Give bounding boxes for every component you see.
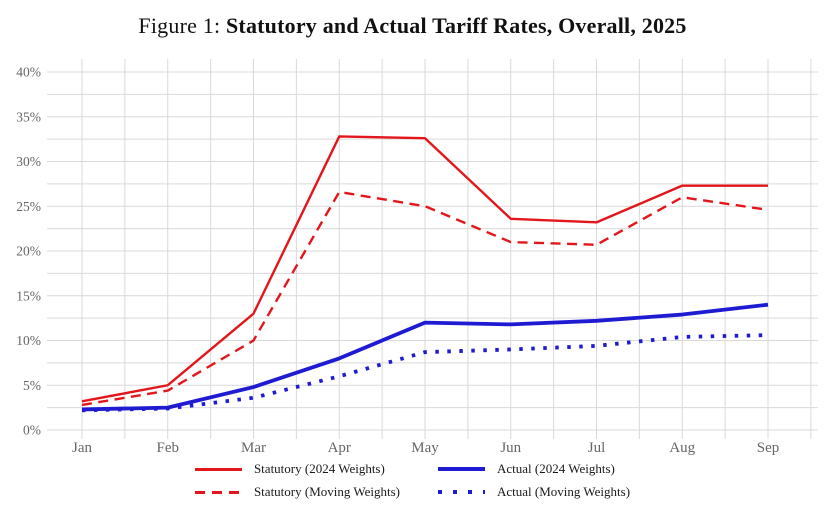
series-line-statutory-2024-weights bbox=[81, 135, 768, 403]
series-line-actual-2024-weights bbox=[81, 302, 769, 412]
chart-area: 0% 5% 10% 15% 20% 25% 30% 35% 40% Jan Feb Mar Apr May… bbox=[0, 52, 825, 457]
x-axis-tick-label: Feb bbox=[157, 440, 180, 456]
x-axis-tick-label: Jan bbox=[72, 440, 92, 456]
x-axis-tick-label: Jul bbox=[588, 440, 606, 456]
x-axis-tick-label: Jun bbox=[500, 440, 521, 456]
tariff-rates-line-chart: 0% 5% 10% 15% 20% 25% 30% 35% 40% Jan Feb Mar Apr May… bbox=[16, 59, 818, 456]
x-axis-tick-label: Sep bbox=[757, 440, 780, 456]
series-line-actual-moving-weights bbox=[81, 333, 769, 413]
legend-item-statutory-2024: Statutory (2024 Weights) bbox=[194, 461, 400, 477]
y-axis-tick-label: 35% bbox=[16, 109, 41, 124]
solid-red-line-icon bbox=[194, 467, 242, 471]
dotted-blue-line-icon bbox=[438, 490, 485, 494]
y-axis-tick-label: 20% bbox=[16, 244, 41, 259]
legend-label: Actual (Moving Weights) bbox=[497, 484, 631, 499]
y-axis-tick-label: 25% bbox=[16, 199, 41, 214]
x-axis-tick-label: Mar bbox=[241, 440, 266, 456]
solid-blue-line-icon bbox=[438, 467, 485, 471]
y-axis-tick-label: 0% bbox=[23, 423, 41, 438]
x-axis-tick-label: Apr bbox=[328, 440, 351, 456]
y-axis-tick-label: 30% bbox=[16, 154, 41, 169]
legend-label: Statutory (Moving Weights) bbox=[253, 484, 400, 499]
legend-item-actual-2024: Actual (2024 Weights) bbox=[438, 461, 630, 477]
figure-title-text: Statutory and Actual Tariff Rates, Overa… bbox=[225, 13, 687, 38]
x-axis-tick-label: May bbox=[411, 440, 439, 456]
y-axis-tick-label: 5% bbox=[23, 378, 41, 393]
legend-item-actual-moving: Actual (Moving Weights) bbox=[438, 484, 630, 500]
series-line-statutory-moving-weights bbox=[81, 190, 769, 407]
dashed-red-line-icon bbox=[194, 490, 242, 494]
y-axis-tick-label: 15% bbox=[16, 288, 41, 303]
y-axis-tick-label: 10% bbox=[16, 333, 41, 348]
legend-label: Statutory (2024 Weights) bbox=[253, 461, 385, 476]
y-axis-tick-label: 40% bbox=[16, 65, 41, 80]
legend-item-statutory-moving: Statutory (Moving Weights) bbox=[194, 484, 400, 500]
figure-label: Figure 1: bbox=[138, 13, 226, 38]
figure-title: Figure 1: Statutory and Actual Tariff Ra… bbox=[0, 0, 825, 52]
legend-label: Actual (2024 Weights) bbox=[497, 461, 615, 476]
chart-legend: Statutory (2024 Weights) Actual (2024 We… bbox=[0, 461, 825, 500]
x-axis-tick-label: Aug bbox=[669, 440, 695, 456]
